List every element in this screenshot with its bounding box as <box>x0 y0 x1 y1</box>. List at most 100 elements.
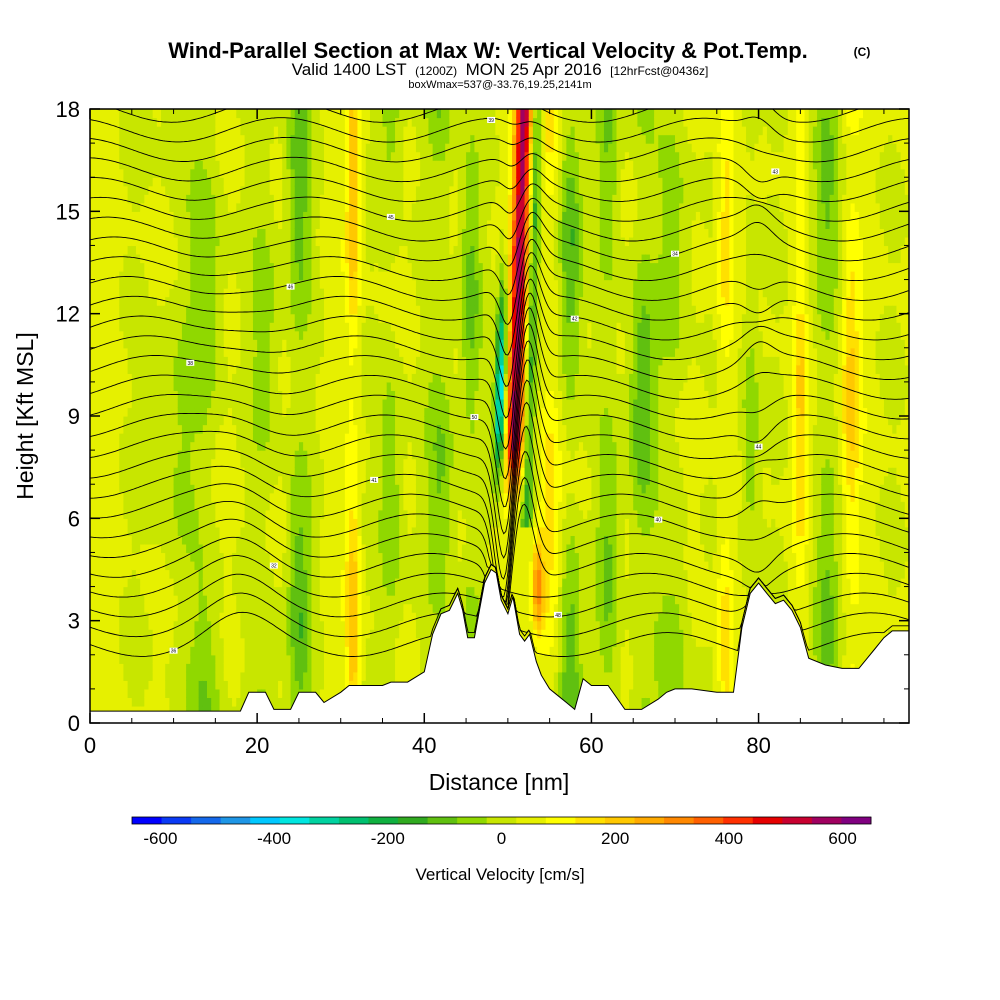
velocity-cell <box>135 629 141 639</box>
velocity-cell <box>165 654 170 664</box>
velocity-cell <box>315 381 321 392</box>
velocity-cell <box>177 595 183 605</box>
velocity-cell <box>131 160 137 170</box>
velocity-cell <box>265 492 271 502</box>
velocity-cell <box>332 543 338 554</box>
velocity-cell <box>207 518 212 528</box>
velocity-cell <box>223 271 229 281</box>
velocity-cell <box>152 416 158 426</box>
velocity-cell <box>102 364 108 374</box>
velocity-cell <box>186 117 191 127</box>
velocity-cell <box>319 134 325 144</box>
velocity-cell <box>198 424 204 434</box>
velocity-cell <box>194 612 200 622</box>
velocity-cell <box>336 288 342 298</box>
velocity-cell <box>282 398 287 409</box>
velocity-cell <box>90 637 95 647</box>
velocity-cell <box>298 390 304 400</box>
velocity-cell <box>269 603 275 613</box>
velocity-cell <box>173 526 179 536</box>
velocity-cell <box>353 595 359 605</box>
velocity-cell <box>340 151 346 161</box>
velocity-cell <box>119 271 125 281</box>
velocity-cell <box>173 390 179 400</box>
velocity-cell <box>311 211 317 221</box>
velocity-cell <box>198 202 204 212</box>
velocity-cell <box>361 578 367 588</box>
velocity-cell <box>135 185 141 195</box>
velocity-cell <box>131 279 137 289</box>
velocity-cell <box>152 458 158 468</box>
velocity-cell <box>357 211 363 221</box>
velocity-cell <box>261 185 267 195</box>
velocity-cell <box>211 339 216 349</box>
velocity-cell <box>269 373 275 383</box>
velocity-cell <box>90 416 95 426</box>
velocity-cell <box>349 288 354 298</box>
velocity-cell <box>223 219 229 229</box>
velocity-cell <box>319 373 325 383</box>
velocity-cell <box>186 330 191 340</box>
velocity-cell <box>374 603 379 613</box>
velocity-cell <box>328 518 333 528</box>
velocity-cell <box>94 305 99 315</box>
velocity-cell <box>324 518 329 528</box>
velocity-cell <box>369 279 375 289</box>
velocity-cell <box>207 330 212 340</box>
velocity-cell <box>227 117 233 127</box>
velocity-cell <box>315 296 321 306</box>
velocity-cell <box>148 586 154 596</box>
velocity-cell <box>198 646 204 656</box>
velocity-cell <box>261 253 267 264</box>
velocity-cell <box>194 390 200 400</box>
velocity-cell <box>90 671 95 681</box>
velocity-cell <box>190 347 196 357</box>
velocity-cell <box>319 364 325 374</box>
velocity-cell <box>110 492 116 502</box>
velocity-cell <box>236 543 242 554</box>
velocity-cell <box>98 296 104 306</box>
velocity-cell <box>131 313 137 323</box>
velocity-cell <box>278 484 283 494</box>
velocity-cell <box>98 185 104 195</box>
velocity-cell <box>90 560 95 571</box>
velocity-cell <box>353 560 359 571</box>
velocity-cell <box>353 390 359 400</box>
velocity-cell <box>177 501 183 511</box>
velocity-cell <box>110 330 116 340</box>
velocity-cell <box>240 126 246 136</box>
velocity-cell <box>361 424 367 434</box>
velocity-cell <box>173 168 179 178</box>
velocity-cell <box>232 407 237 417</box>
velocity-cell <box>311 330 317 340</box>
velocity-cell <box>298 663 304 673</box>
velocity-cell <box>119 663 125 673</box>
velocity-cell <box>307 492 313 502</box>
velocity-cell <box>135 543 141 554</box>
velocity-cell <box>144 356 150 366</box>
velocity-cell <box>248 569 254 579</box>
velocity-cell <box>374 211 379 221</box>
velocity-cell <box>90 143 95 153</box>
velocity-cell <box>257 339 262 349</box>
velocity-cell <box>294 518 300 528</box>
velocity-cell <box>227 347 233 357</box>
velocity-cell <box>319 390 325 400</box>
velocity-cell <box>219 185 225 195</box>
velocity-cell <box>219 705 225 716</box>
velocity-cell <box>156 219 162 229</box>
velocity-cell <box>169 177 175 187</box>
velocity-cell <box>135 390 141 400</box>
velocity-cell <box>219 202 225 212</box>
velocity-cell <box>127 305 133 315</box>
velocity-cell <box>282 313 287 323</box>
velocity-cell <box>215 407 221 417</box>
velocity-cell <box>298 424 304 434</box>
velocity-cell <box>344 407 350 417</box>
velocity-cell <box>232 450 237 460</box>
velocity-cell <box>211 671 216 681</box>
velocity-cell <box>144 560 150 571</box>
velocity-cell <box>290 620 296 630</box>
velocity-cell <box>282 569 287 579</box>
velocity-cell <box>219 526 225 536</box>
